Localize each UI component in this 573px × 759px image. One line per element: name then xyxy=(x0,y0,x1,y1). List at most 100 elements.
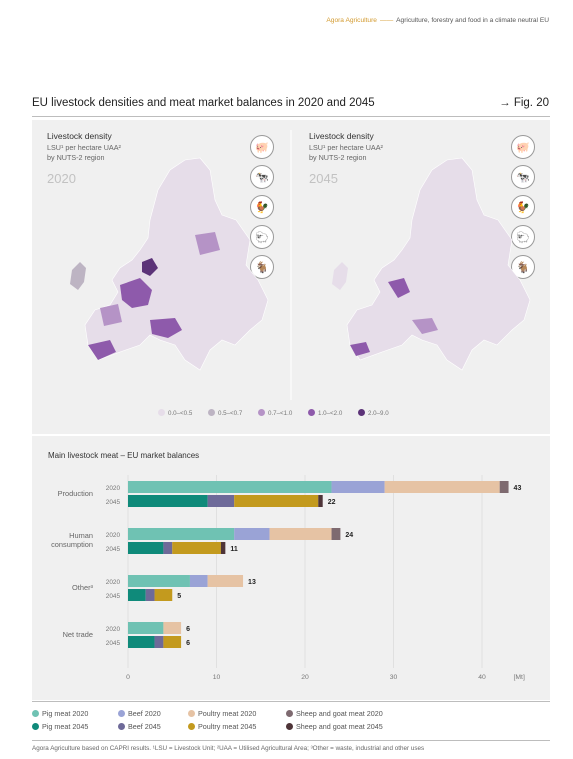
bar-segment xyxy=(163,542,173,554)
group-label: Net trade xyxy=(63,630,93,639)
bar-segment xyxy=(499,481,509,493)
bar-segment xyxy=(128,636,155,648)
legend-item: Beef 2045 xyxy=(118,722,161,731)
row-year-label: 2020 xyxy=(106,579,121,586)
row-year-label: 2020 xyxy=(106,485,121,492)
bar-total-label: 6 xyxy=(186,626,190,633)
bar-total-label: 6 xyxy=(186,640,190,647)
row-year-label: 2020 xyxy=(106,532,121,539)
map-2045-title: Livestock density xyxy=(309,131,374,141)
bar-segment xyxy=(128,589,146,601)
chicken-icon: 🐓 xyxy=(250,195,274,219)
footer-rule xyxy=(32,740,550,741)
map-2020-title: Livestock density xyxy=(47,131,112,141)
map-2045-subtitle-1: LSU¹ per hectare UAA² xyxy=(309,143,383,152)
bar-total-label: 5 xyxy=(177,593,181,600)
map-legend-item: 0.5–<0.7 xyxy=(208,409,242,417)
x-tick-label: 40 xyxy=(478,674,486,681)
chart-panel xyxy=(32,436,550,700)
group-label: Human xyxy=(69,531,93,540)
bar-segment xyxy=(269,528,332,540)
map-2045-mid-1 xyxy=(412,318,438,334)
cow-icon: 🐄 xyxy=(511,165,535,189)
bar-segment xyxy=(145,589,155,601)
bar-segment xyxy=(189,575,208,587)
group-label: Production xyxy=(58,489,93,498)
bar-segment xyxy=(154,636,164,648)
pig-icon: 🐖 xyxy=(511,135,535,159)
bar-total-label: 43 xyxy=(514,485,522,492)
map-2020-uk xyxy=(70,262,86,290)
bar-segment xyxy=(234,495,319,507)
cow-icon: 🐄 xyxy=(250,165,274,189)
chicken-icon: 🐓 xyxy=(511,195,535,219)
title-rule xyxy=(32,116,550,117)
map-legend-item: 2.0–9.0 xyxy=(358,409,389,417)
figure-title: EU livestock densities and meat market b… xyxy=(32,97,375,109)
legend-item: Pig meat 2020 xyxy=(32,709,88,718)
map-legend-item: 1.0–<2.0 xyxy=(308,409,342,417)
map-2020-year: 2020 xyxy=(47,171,76,186)
footnote: Agora Agriculture based on CAPRI results… xyxy=(32,745,425,752)
map-2020-land xyxy=(84,157,269,371)
bar-segment xyxy=(207,495,235,507)
bar-segment xyxy=(128,575,190,587)
bar-segment xyxy=(331,481,385,493)
map-2020-dense-2 xyxy=(142,258,158,276)
map-legend: 0.0–<0.5 0.5–<0.7 0.7–<1.0 1.0–<2.0 2.0–… xyxy=(158,409,403,417)
bar-segment xyxy=(207,575,244,587)
map-2020-mid-1 xyxy=(100,304,122,326)
bar-segment xyxy=(172,542,221,554)
legend-item: Poultry meat 2020 xyxy=(188,709,256,718)
map-2045-dense-1 xyxy=(388,278,410,298)
bar-segment xyxy=(220,542,226,554)
x-tick-label: 0 xyxy=(126,674,130,681)
x-tick-label: 30 xyxy=(390,674,398,681)
eu-maps xyxy=(70,130,531,400)
x-unit-label: [Mt] xyxy=(514,674,525,681)
bar-segment xyxy=(163,622,182,634)
map-2045 xyxy=(332,157,531,371)
chart-title: Main livestock meat – EU market balances xyxy=(48,451,200,460)
map-2045-year: 2045 xyxy=(309,171,338,186)
legend-item: Beef 2020 xyxy=(118,709,161,718)
map-2020-nordic xyxy=(182,160,205,205)
bar-segment xyxy=(154,589,173,601)
map-2045-dense-2 xyxy=(350,342,370,356)
pig-icon: 🐖 xyxy=(250,135,274,159)
map-2020-dense-4 xyxy=(88,340,116,360)
map-2045-uk xyxy=(332,262,348,290)
x-tick-label: 10 xyxy=(213,674,221,681)
header-tagline: Agriculture, forestry and food in a clim… xyxy=(396,17,549,24)
map-2045-land xyxy=(346,157,531,371)
row-year-label: 2045 xyxy=(106,640,121,647)
bar-segment xyxy=(128,495,208,507)
figure-ref: → Fig. 20 xyxy=(499,97,549,109)
bar-segment xyxy=(128,481,332,493)
chart-rule xyxy=(32,701,550,702)
x-tick-label: 20 xyxy=(301,674,309,681)
map-legend-item: 0.0–<0.5 xyxy=(158,409,192,417)
bar-segment xyxy=(384,481,500,493)
legend-item: Poultry meat 2045 xyxy=(188,722,256,731)
bar-total-label: 24 xyxy=(345,532,353,539)
bar-total-label: 22 xyxy=(328,499,336,506)
sheep-icon: 🐑 xyxy=(250,225,274,249)
row-year-label: 2045 xyxy=(106,499,121,506)
header-dash: —— xyxy=(379,17,394,24)
bar-segment xyxy=(128,528,235,540)
bar-total-label: 13 xyxy=(248,579,256,586)
row-year-label: 2045 xyxy=(106,546,121,553)
row-year-label: 2045 xyxy=(106,593,121,600)
map-2020-dense-1 xyxy=(120,278,152,308)
page-header: Agora Agriculture —— Agriculture, forestry… xyxy=(0,17,549,24)
legend-item: Sheep and goat meat 2020 xyxy=(286,709,383,718)
map-2020-mid-2 xyxy=(195,232,220,255)
legend-item: Pig meat 2045 xyxy=(32,722,88,731)
map-2020-dense-3 xyxy=(150,318,182,338)
bar-segment xyxy=(234,528,270,540)
goat-icon: 🐐 xyxy=(511,255,535,279)
bar-segment xyxy=(331,528,341,540)
brand-name: Agora Agriculture xyxy=(326,17,377,24)
map-2045-subtitle-2: by NUTS-2 region xyxy=(309,153,367,162)
